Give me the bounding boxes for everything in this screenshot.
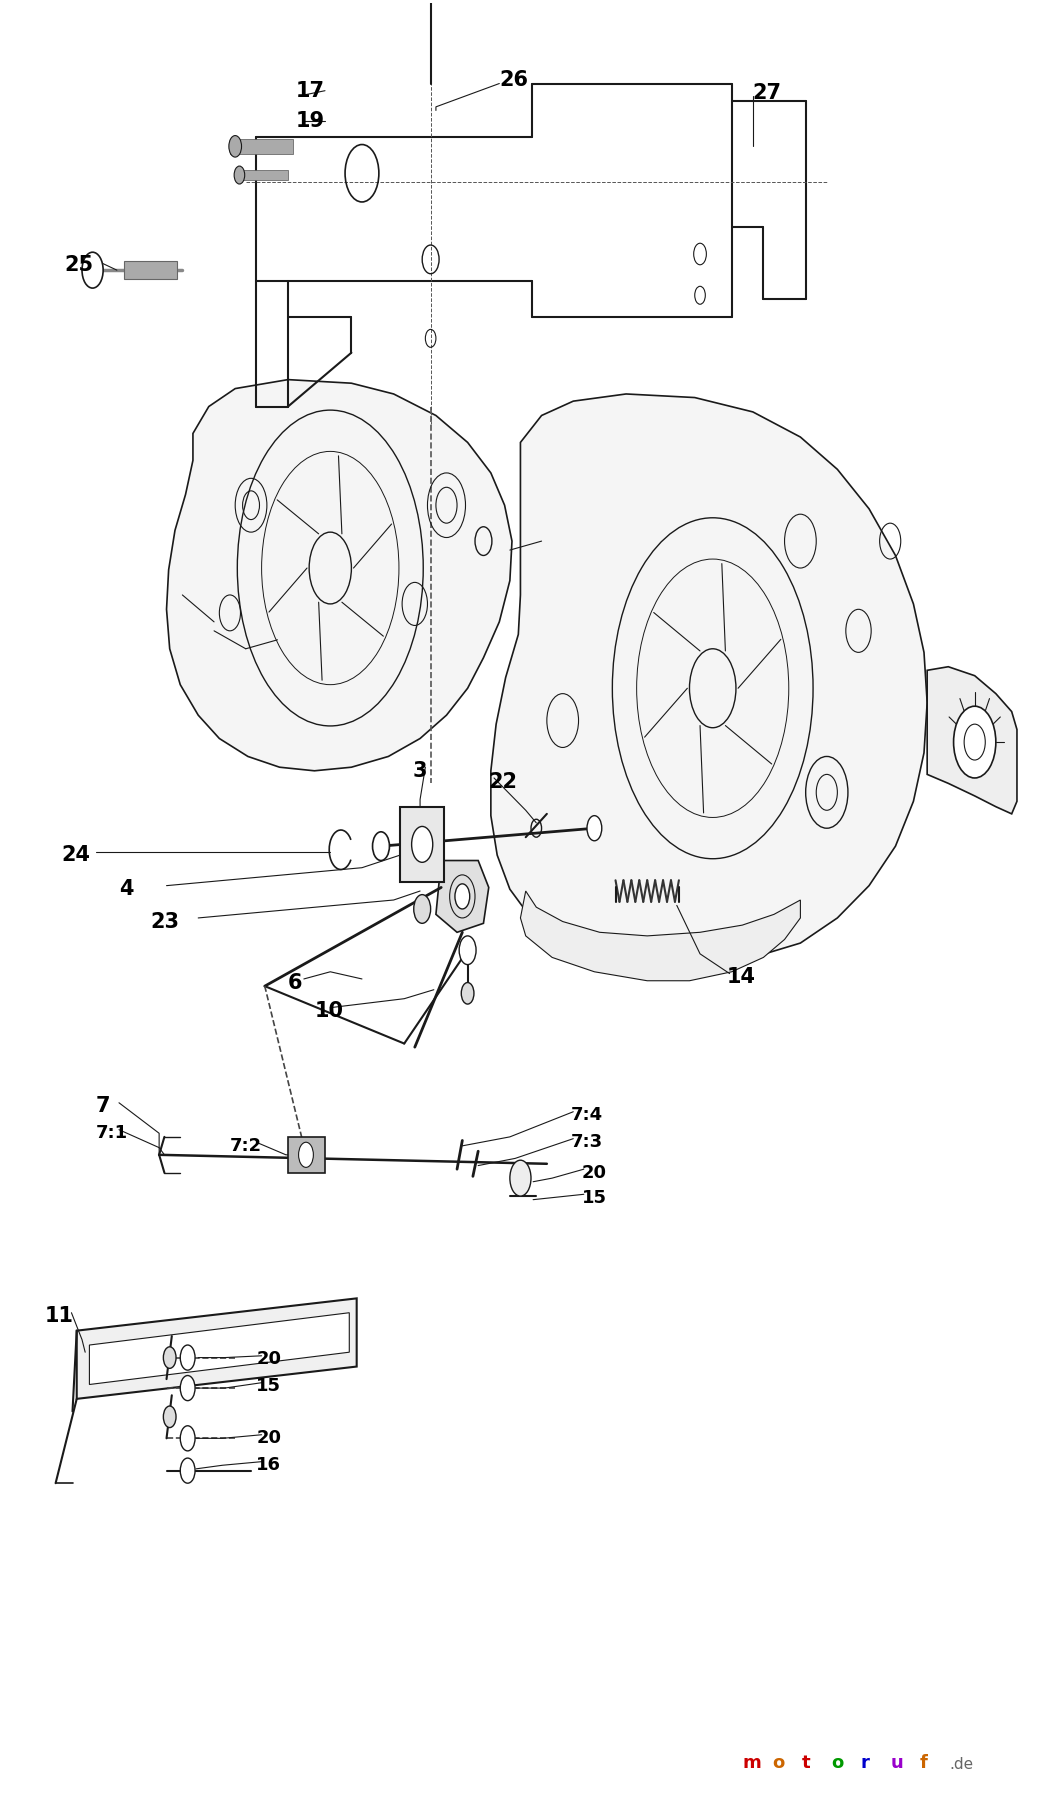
Text: 22: 22 <box>489 772 518 792</box>
Text: 16: 16 <box>256 1456 281 1474</box>
Circle shape <box>164 1346 176 1368</box>
Bar <box>235 169 288 180</box>
Text: 7: 7 <box>96 1096 110 1116</box>
Text: 19: 19 <box>296 112 325 131</box>
Text: r: r <box>860 1753 870 1771</box>
Polygon shape <box>167 380 512 770</box>
Circle shape <box>954 706 996 778</box>
Circle shape <box>587 815 602 841</box>
Circle shape <box>414 895 430 923</box>
Text: 23: 23 <box>151 911 179 932</box>
Circle shape <box>298 1143 313 1168</box>
Circle shape <box>234 166 244 184</box>
Text: 7:3: 7:3 <box>571 1134 603 1152</box>
Text: 4: 4 <box>119 878 134 900</box>
Circle shape <box>510 1161 531 1195</box>
Bar <box>288 1138 325 1174</box>
Circle shape <box>164 1406 176 1427</box>
Polygon shape <box>927 666 1017 814</box>
Text: 11: 11 <box>45 1307 74 1327</box>
Bar <box>229 139 293 153</box>
Circle shape <box>181 1375 195 1400</box>
Text: 25: 25 <box>64 256 93 275</box>
Text: o: o <box>772 1753 784 1771</box>
Bar <box>124 261 177 279</box>
Text: 17: 17 <box>296 81 325 101</box>
Text: m: m <box>742 1753 761 1771</box>
Text: 3: 3 <box>413 761 427 781</box>
Text: 6: 6 <box>288 972 303 992</box>
Text: 20: 20 <box>256 1350 281 1368</box>
Text: 7:1: 7:1 <box>96 1125 127 1143</box>
Polygon shape <box>435 860 489 932</box>
Text: 20: 20 <box>256 1429 281 1447</box>
Circle shape <box>455 884 469 909</box>
Circle shape <box>181 1426 195 1451</box>
Text: 14: 14 <box>726 967 755 986</box>
Circle shape <box>412 826 432 862</box>
Text: 15: 15 <box>582 1188 606 1206</box>
Text: 24: 24 <box>61 846 90 866</box>
Circle shape <box>461 983 474 1004</box>
Text: 26: 26 <box>499 70 528 90</box>
Polygon shape <box>520 891 801 981</box>
Text: 7:2: 7:2 <box>229 1138 262 1156</box>
Polygon shape <box>76 1298 357 1399</box>
Circle shape <box>181 1458 195 1483</box>
Text: 20: 20 <box>582 1165 606 1183</box>
Text: u: u <box>890 1753 903 1771</box>
Text: 15: 15 <box>256 1377 281 1395</box>
Circle shape <box>181 1345 195 1370</box>
Text: 7:4: 7:4 <box>571 1107 603 1125</box>
Circle shape <box>373 832 390 860</box>
Polygon shape <box>89 1312 349 1384</box>
Text: t: t <box>802 1753 810 1771</box>
Circle shape <box>459 936 476 965</box>
Circle shape <box>228 135 241 157</box>
Text: o: o <box>832 1753 843 1771</box>
Circle shape <box>82 252 103 288</box>
Text: .de: .de <box>949 1757 974 1771</box>
Bar <box>400 806 444 882</box>
Text: f: f <box>920 1753 927 1771</box>
Text: 10: 10 <box>314 1001 343 1021</box>
Text: 27: 27 <box>753 83 782 103</box>
Polygon shape <box>491 394 927 967</box>
